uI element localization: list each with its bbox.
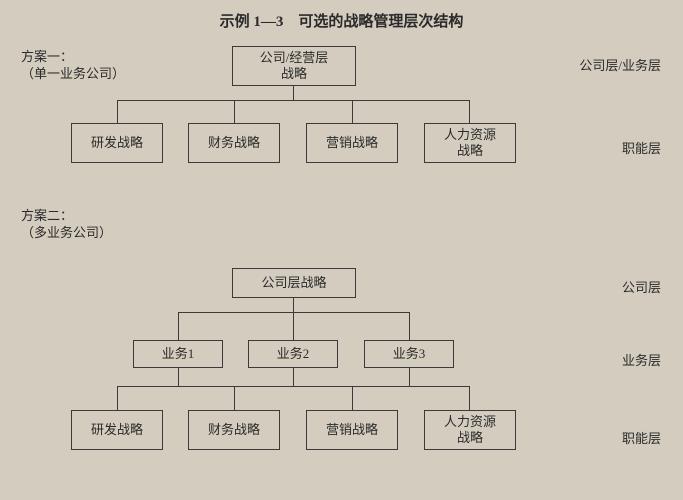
s2-line-h1 xyxy=(178,312,410,313)
s2-line-mid-v1 xyxy=(178,368,179,386)
s2-top-box: 公司层战略 xyxy=(232,268,356,298)
s2-mid-2: 业务3 xyxy=(364,340,454,368)
scheme2-rightlabel-3: 职能层 xyxy=(622,428,661,447)
s2-line-mid-v3 xyxy=(409,368,410,386)
s2-line-m-v2 xyxy=(293,312,294,340)
scheme2-rightlabel-1: 公司层 xyxy=(622,277,661,296)
s2-line-m-v3 xyxy=(409,312,410,340)
s1-line-v2 xyxy=(234,100,235,123)
s2-leaf-0: 研发战略 xyxy=(71,410,163,450)
s2-leaf-3: 人力资源 战略 xyxy=(424,410,516,450)
s1-line-v1 xyxy=(117,100,118,123)
s1-line-h xyxy=(117,100,469,101)
s2-mid-0: 业务1 xyxy=(133,340,223,368)
diagram-title: 示例 1—3 可选的战略管理层次结构 xyxy=(0,0,683,31)
scheme2-label2: （多业务公司） xyxy=(21,222,112,241)
s1-leaf-2: 营销战略 xyxy=(306,123,398,163)
scheme1-rightlabel-bot: 职能层 xyxy=(622,138,661,157)
s2-line-l-v2 xyxy=(234,386,235,410)
s2-line-l-v3 xyxy=(352,386,353,410)
s1-line-v4 xyxy=(469,100,470,123)
s2-leaf-2: 营销战略 xyxy=(306,410,398,450)
s2-line-m-v1 xyxy=(178,312,179,340)
s1-leaf-1: 财务战略 xyxy=(188,123,280,163)
scheme2-rightlabel-2: 业务层 xyxy=(622,350,661,369)
s1-line-v3 xyxy=(352,100,353,123)
s2-mid-1: 业务2 xyxy=(248,340,338,368)
s2-line-h2 xyxy=(117,386,469,387)
s2-line-v-top xyxy=(293,298,294,312)
s2-line-mid-v2 xyxy=(293,368,294,386)
s2-line-l-v4 xyxy=(469,386,470,410)
s2-line-l-v1 xyxy=(117,386,118,410)
s1-leaf-0: 研发战略 xyxy=(71,123,163,163)
scheme1-label2: （单一业务公司） xyxy=(21,63,125,82)
s1-line-v-top xyxy=(293,86,294,100)
s1-top-box: 公司/经营层 战略 xyxy=(232,46,356,86)
s2-leaf-1: 财务战略 xyxy=(188,410,280,450)
scheme1-rightlabel-top: 公司层/业务层 xyxy=(579,55,661,74)
s1-leaf-3: 人力资源 战略 xyxy=(424,123,516,163)
